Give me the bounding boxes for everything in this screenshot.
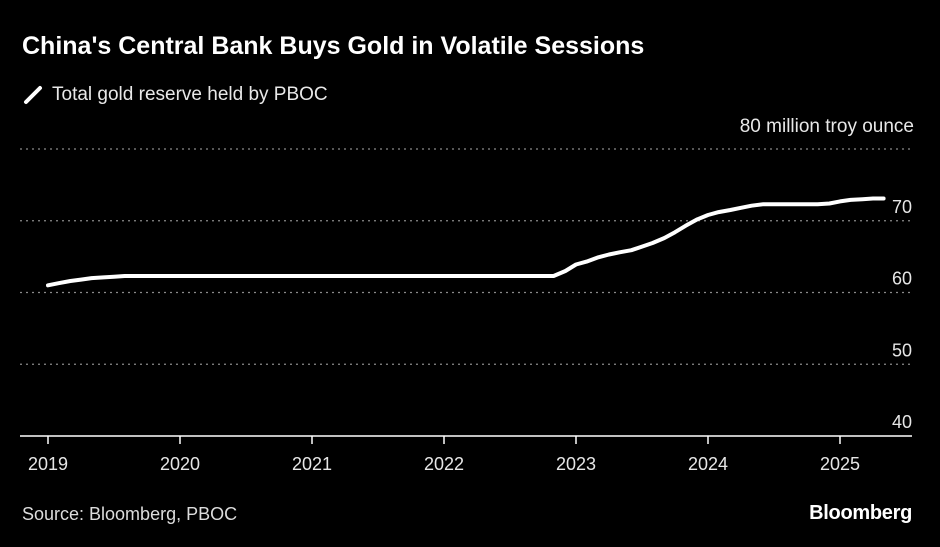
x-tick-label-2024: 2024 [688, 454, 728, 474]
x-tick-label-2022: 2022 [424, 454, 464, 474]
bloomberg-logo: Bloomberg [809, 502, 912, 524]
series-line-0 [46, 196, 886, 288]
chart-title: China's Central Bank Buys Gold in Volati… [22, 32, 645, 60]
source-note: Source: Bloomberg, PBOC [22, 504, 238, 524]
y-tick-label-40: 40 [892, 412, 912, 432]
legend: Total gold reserve held by PBOC [22, 84, 328, 106]
y-tick-label-70: 70 [892, 197, 912, 217]
x-tick-label-2021: 2021 [292, 454, 332, 474]
x-tick-label-2023: 2023 [556, 454, 596, 474]
y-tick-label-50: 50 [892, 340, 912, 360]
legend-label: Total gold reserve held by PBOC [52, 84, 328, 105]
x-tick-label-2020: 2020 [160, 454, 200, 474]
legend-line-icon [24, 86, 42, 104]
y-tick-label-60: 60 [892, 269, 912, 289]
x-tick-label-2025: 2025 [820, 454, 860, 474]
y-axis-unit-label: 80 million troy ounce [739, 116, 914, 137]
x-tick-label-2019: 2019 [28, 454, 68, 474]
